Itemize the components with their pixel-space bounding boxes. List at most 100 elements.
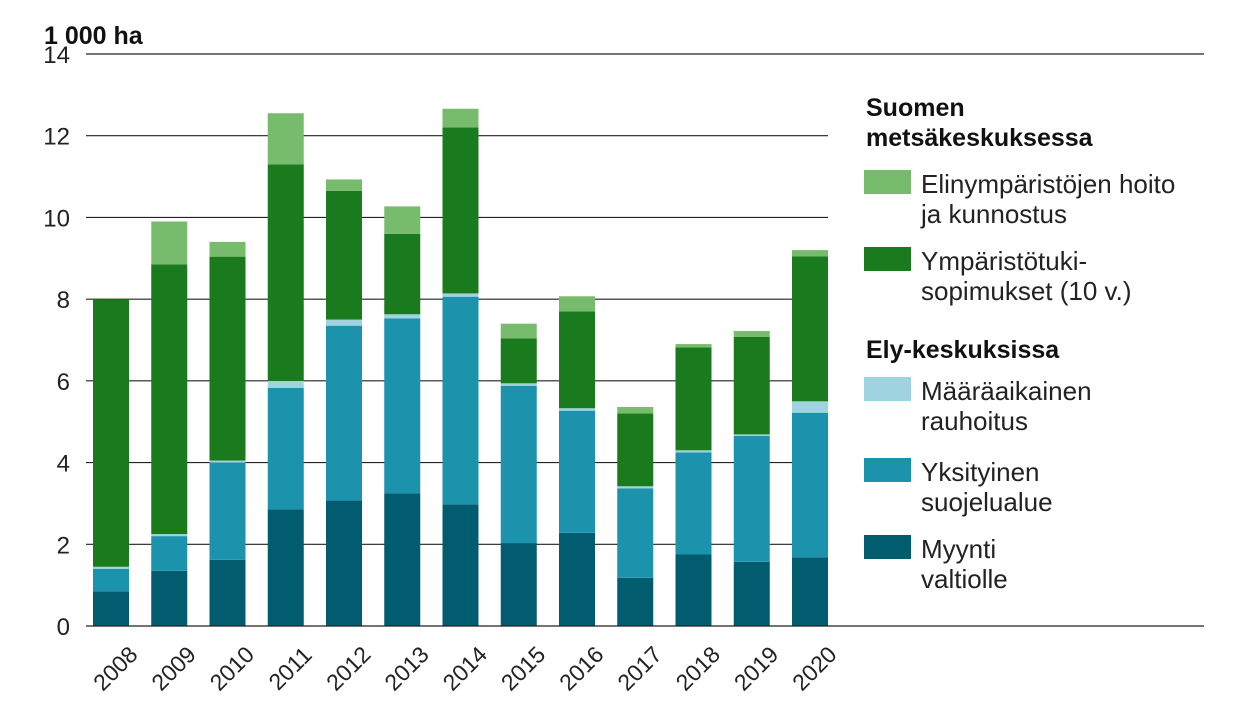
bar-segment: [792, 250, 828, 257]
legend-group-title: Suomen: [866, 94, 965, 122]
bar-segment: [559, 410, 595, 533]
bar-segment: [326, 179, 362, 191]
bar-segment: [733, 336, 770, 435]
legend-swatch: [864, 458, 911, 482]
x-tick-label: 2018: [671, 641, 726, 696]
bar-segment: [792, 412, 828, 558]
bar-segment: [442, 108, 479, 128]
bar-segment: [209, 462, 246, 560]
bar-segment: [500, 385, 537, 544]
legend-label: Myynti: [921, 534, 996, 564]
bar-segment: [733, 436, 770, 562]
bar-segment: [559, 408, 595, 411]
bar-segment: [267, 380, 304, 388]
bar-segment: [675, 347, 712, 451]
bar-segment: [151, 536, 188, 571]
bar-segment: [792, 401, 828, 413]
bar-segment: [617, 488, 654, 578]
bar-segment: [500, 383, 537, 386]
bar-segment: [500, 323, 537, 339]
legend-group-title: metsäkeskuksessa: [866, 124, 1094, 152]
bar-segment: [209, 460, 246, 463]
bar-segment: [267, 509, 304, 626]
bar-segment: [267, 387, 304, 510]
bar-segment: [675, 452, 712, 555]
legend-swatch: [864, 247, 911, 271]
bar-segment: [93, 568, 129, 592]
legend-swatch: [864, 535, 911, 559]
bar-segment: [267, 164, 304, 381]
bar-segment: [675, 450, 712, 453]
bar-segment: [792, 256, 828, 402]
legend-label: Ympäristötuki-: [921, 246, 1087, 276]
bar-segment: [209, 256, 246, 461]
y-tick-label: 14: [43, 42, 70, 69]
x-tick-label: 2019: [729, 641, 784, 696]
bar-segment: [559, 532, 595, 626]
unit-label: 1 000 ha: [44, 22, 144, 50]
bar-segment: [151, 221, 188, 265]
bar-segment: [151, 264, 188, 535]
y-tick-label: 0: [57, 614, 70, 641]
bar-segment: [675, 554, 712, 626]
x-tick-label: 2009: [146, 641, 201, 696]
bar-segment: [93, 566, 129, 569]
y-tick-label: 8: [57, 287, 70, 314]
y-tick-label: 12: [43, 124, 70, 151]
bar-segment: [326, 190, 362, 320]
bar-segment: [617, 577, 654, 626]
bar-segment: [384, 314, 421, 319]
bar-segment: [384, 493, 421, 626]
bar-segment: [442, 293, 479, 297]
legend-label: Yksityinen: [921, 457, 1040, 487]
legend-swatch: [864, 377, 911, 401]
bar-segment: [209, 559, 246, 626]
y-tick-label: 2: [57, 532, 70, 559]
bar-segment: [326, 325, 362, 501]
bar-segment: [442, 504, 479, 626]
legend-label: ja kunnostus: [920, 199, 1067, 229]
bar-segment: [326, 319, 362, 326]
bar-segment: [733, 434, 770, 437]
bar-segment: [384, 318, 421, 494]
bar-segment: [675, 344, 712, 348]
legend-swatch: [864, 170, 911, 194]
legend-label: Määräaikainen: [921, 376, 1092, 406]
x-tick-label: 2012: [321, 641, 376, 696]
bar-segment: [733, 561, 770, 626]
x-tick-label: 2008: [88, 641, 143, 696]
bar-segment: [384, 233, 421, 315]
x-tick-label: 2011: [263, 642, 316, 695]
x-tick-label: 2010: [205, 641, 260, 696]
legend-label: Elinympäristöjen hoito: [921, 169, 1175, 199]
y-tick-label: 4: [57, 451, 70, 478]
bar-segment: [617, 486, 654, 489]
legend-group-title: Ely-keskuksissa: [866, 336, 1060, 364]
x-tick-label: 2013: [379, 641, 434, 696]
bar-segment: [500, 338, 537, 384]
x-tick-label: 2015: [496, 641, 551, 696]
bar-segment: [792, 557, 828, 626]
bar-segment: [442, 296, 479, 505]
bar-segment: [151, 570, 188, 626]
y-tick-label: 10: [43, 205, 70, 232]
x-tick-label: 2016: [554, 641, 609, 696]
bar-segment: [151, 534, 188, 537]
bar-segment: [559, 311, 595, 409]
bar-segment: [442, 127, 479, 294]
y-tick-label: 6: [57, 369, 70, 396]
bar-segment: [93, 299, 129, 567]
x-tick-label: 2017: [612, 641, 667, 696]
bar-segment: [326, 500, 362, 626]
bar-segment: [617, 407, 654, 414]
legend-label: valtiolle: [921, 564, 1008, 594]
legend-label: rauhoitus: [921, 406, 1028, 436]
bar-segment: [500, 543, 537, 626]
bar-segment: [209, 241, 246, 257]
bar-segment: [93, 591, 129, 626]
x-tick-label: 2020: [787, 641, 842, 696]
bar-segment: [267, 113, 304, 165]
bar-segment: [733, 331, 770, 337]
